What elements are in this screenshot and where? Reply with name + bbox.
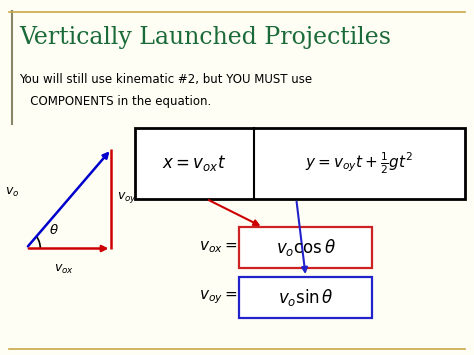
- FancyBboxPatch shape: [239, 277, 372, 318]
- Text: COMPONENTS in the equation.: COMPONENTS in the equation.: [19, 95, 211, 108]
- Text: $v_o \cos\theta$: $v_o \cos\theta$: [276, 237, 336, 258]
- FancyBboxPatch shape: [135, 128, 465, 199]
- Text: $v_{ox}$: $v_{ox}$: [54, 263, 74, 276]
- Text: $y = v_{oy}t + \frac{1}{2}gt^2$: $y = v_{oy}t + \frac{1}{2}gt^2$: [305, 151, 413, 176]
- FancyBboxPatch shape: [239, 227, 372, 268]
- Text: $v_{oy} =$: $v_{oy} =$: [199, 289, 237, 306]
- Text: $x = v_{ox}t$: $x = v_{ox}t$: [162, 153, 227, 173]
- Text: You will still use kinematic #2, but YOU MUST use: You will still use kinematic #2, but YOU…: [19, 73, 312, 86]
- Text: $\theta$: $\theta$: [49, 223, 59, 237]
- Text: $v_{ox} =$: $v_{ox} =$: [199, 240, 237, 256]
- Text: $v_o \sin\theta$: $v_o \sin\theta$: [278, 287, 334, 308]
- Text: $v_{oy}$: $v_{oy}$: [117, 190, 137, 205]
- Text: $v_o$: $v_o$: [5, 186, 19, 200]
- Text: Vertically Launched Projectiles: Vertically Launched Projectiles: [19, 26, 391, 49]
